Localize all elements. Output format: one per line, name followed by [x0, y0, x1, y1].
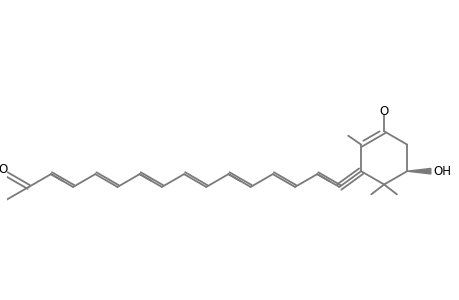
- Polygon shape: [406, 168, 430, 174]
- Text: OH: OH: [433, 165, 451, 178]
- Text: O: O: [0, 163, 7, 176]
- Text: O: O: [379, 105, 388, 118]
